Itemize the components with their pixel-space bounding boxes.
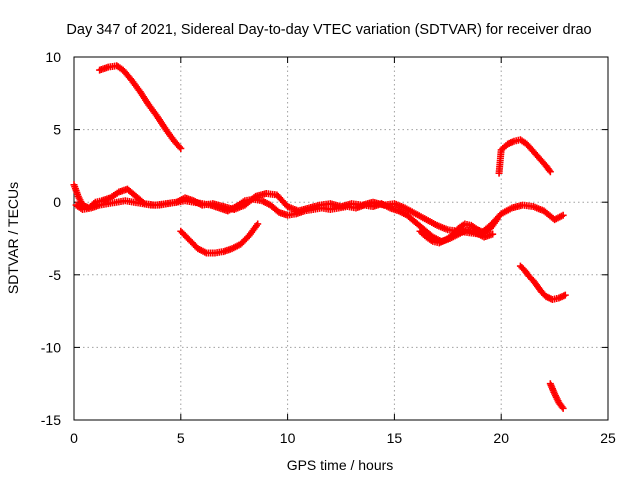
data-point — [545, 166, 553, 174]
plot-border — [73, 56, 609, 421]
x-tick-label: 10 — [280, 430, 296, 446]
y-tick-label: -10 — [41, 339, 61, 355]
data-point — [561, 291, 569, 299]
x-tick-label: 0 — [70, 430, 78, 446]
y-tick-label: -15 — [41, 412, 61, 428]
y-tick-label: 10 — [45, 49, 61, 65]
plot-area: 0 5 10 15 20 25 10 5 0 -5 -10 -15 — [41, 49, 616, 446]
x-axis-label: GPS time / hours — [287, 457, 394, 473]
data-point — [558, 403, 566, 411]
data-point — [177, 144, 185, 152]
y-tick-label: -5 — [49, 267, 62, 283]
series-arc-2 — [177, 220, 262, 257]
x-tick-label: 20 — [493, 430, 509, 446]
data-point — [489, 230, 497, 238]
data-point — [254, 220, 262, 228]
data-point — [176, 143, 184, 151]
series-arc-8 — [546, 380, 567, 412]
chart-title: Day 347 of 2021, Sidereal Day-to-day VTE… — [66, 22, 591, 38]
data-point — [546, 168, 554, 176]
data-point — [559, 211, 567, 219]
y-axis-label: SDTVAR / TECUs — [5, 182, 21, 294]
series-arc-5 — [416, 216, 501, 247]
series-arc-1 — [96, 62, 185, 152]
y-tick-label: 5 — [53, 122, 61, 138]
y-tick-label: 0 — [53, 194, 61, 210]
series-arc-6 — [495, 136, 554, 177]
data-point — [559, 404, 567, 412]
x-tick-label: 5 — [177, 430, 185, 446]
x-tick-label: 25 — [600, 430, 616, 446]
data-point — [493, 216, 501, 224]
series-arc-7 — [516, 262, 569, 303]
x-tick-label: 15 — [387, 430, 403, 446]
